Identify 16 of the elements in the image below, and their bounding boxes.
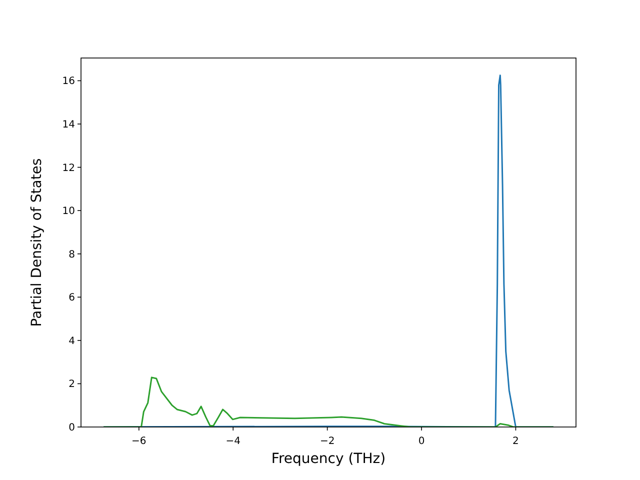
x-tick-label: 0 xyxy=(418,436,425,447)
x-tick-label: 2 xyxy=(512,436,519,447)
y-tick-label: 2 xyxy=(68,379,75,390)
x-tick-label: −2 xyxy=(320,436,335,447)
x-axis-title: Frequency (THz) xyxy=(271,451,386,467)
y-tick-label: 0 xyxy=(68,422,75,434)
y-tick-label: 8 xyxy=(68,249,75,260)
y-tick-label: 4 xyxy=(68,336,75,347)
y-tick-label: 14 xyxy=(62,120,75,131)
y-tick-label: 12 xyxy=(62,162,75,174)
y-axis-title: Partial Density of States xyxy=(29,158,45,327)
y-tick-label: 6 xyxy=(68,292,75,304)
y-tick-label: 10 xyxy=(62,206,75,218)
y-tick-label: 16 xyxy=(62,76,75,88)
x-tick-label: −6 xyxy=(132,436,146,447)
x-tick-label: −4 xyxy=(226,436,240,447)
